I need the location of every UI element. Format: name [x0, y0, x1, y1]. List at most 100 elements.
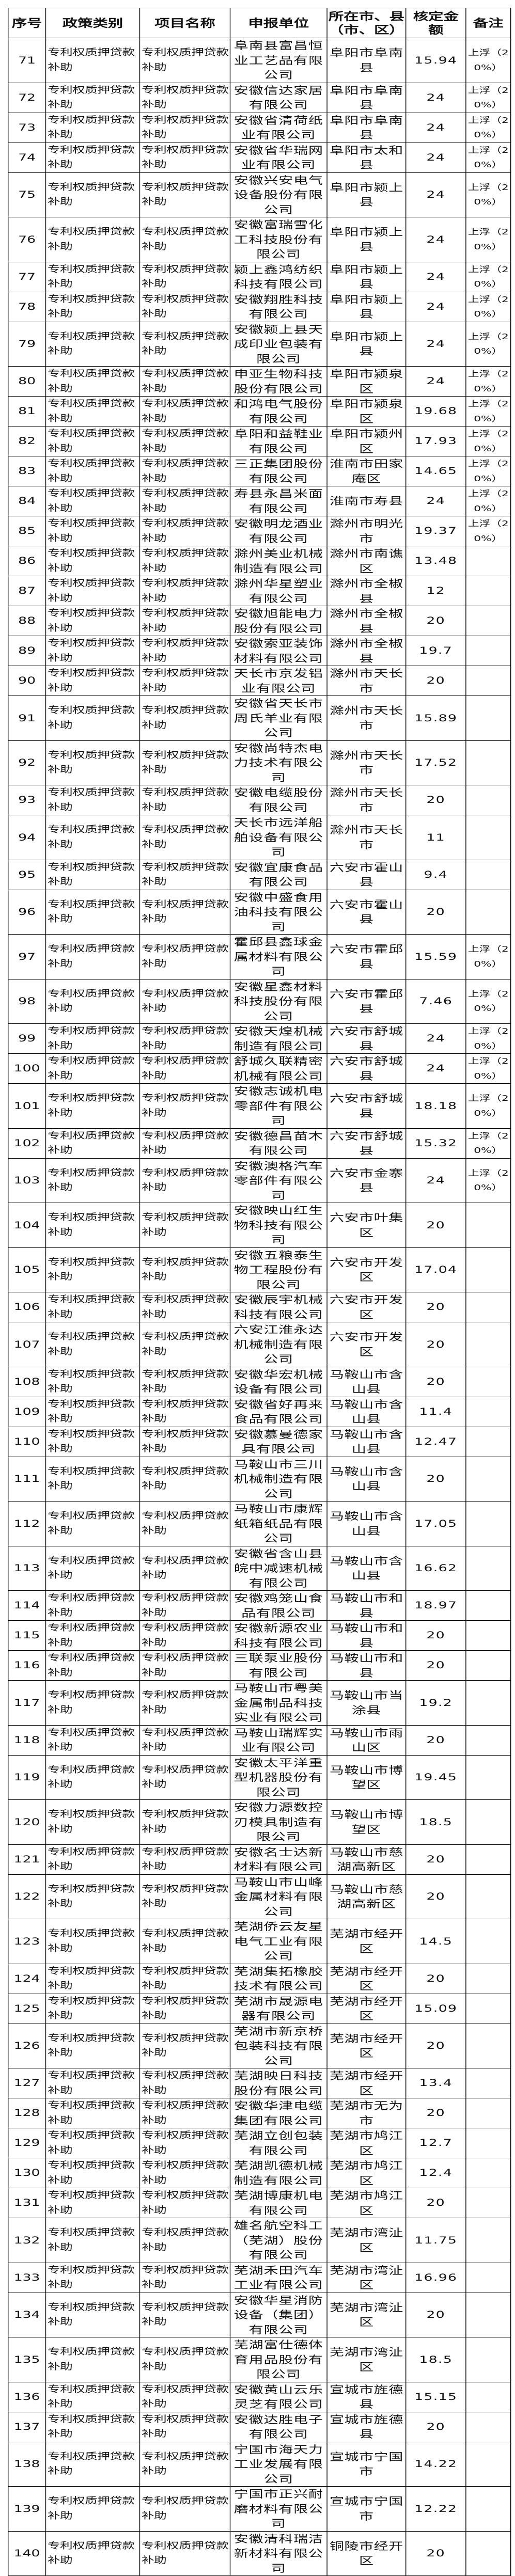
cell-note: [465, 2262, 511, 2293]
table-row: 85 专利权质押贷款补助 专利权质押贷款补助 安徽明龙酒业有限公司 滁州市明光市 19.3…: [7, 516, 511, 546]
cell-note: [465, 1680, 511, 1726]
cell-applicant: 安徽旭能电力股份有限公司: [229, 606, 327, 636]
cell-index: 116: [7, 1650, 46, 1681]
cell-approved-amount: 24: [405, 1023, 466, 1054]
cell-note: [465, 889, 511, 935]
cell-policy-category: 专利权质押贷款补助: [45, 934, 141, 979]
cell-policy-category: 专利权质押贷款补助: [45, 2023, 141, 2068]
cell-approved-amount: 17.52: [405, 740, 466, 785]
cell-applicant: 安徽信达家居有限公司: [229, 82, 327, 113]
table-row: 114 专利权质押贷款补助 专利权质押贷款补助 安徽鸡笼山食品有限公司 马鞍山市和县 18…: [7, 1590, 511, 1621]
cell-location: 滁州市天长市: [326, 815, 407, 860]
cell-approved-amount: 20: [405, 1963, 466, 1994]
cell-applicant: 芜湖富仕德体育用品股份有限公司: [229, 2337, 327, 2382]
cell-location: 淮南市寿县: [326, 486, 407, 516]
table-row: 110 专利权质押贷款补助 专利权质押贷款补助 安徽慕曼德家具有限公司 马鞍山市含山县 1…: [7, 1426, 511, 1457]
cell-policy-category: 专利权质押贷款补助: [45, 1590, 141, 1621]
cell-location: 马鞍山市博望区: [326, 1755, 407, 1800]
header-policy-category: 政策类别: [45, 8, 141, 38]
cell-policy-category: 专利权质押贷款补助: [45, 1128, 141, 1159]
cell-policy-category: 专利权质押贷款补助: [45, 696, 141, 741]
cell-policy-category: 专利权质押贷款补助: [45, 2158, 141, 2188]
cell-policy-category: 专利权质押贷款补助: [45, 740, 141, 785]
cell-approved-amount: 20: [405, 1725, 466, 1756]
cell-location: 马鞍山市雨山区: [326, 1725, 407, 1756]
cell-applicant: 马鞍山市三川机械制造有限公司: [229, 1456, 327, 1502]
cell-location: 宣城市旌德县: [326, 2381, 407, 2412]
cell-note: 上浮（20%）: [465, 261, 511, 292]
cell-note: [465, 2411, 511, 2442]
cell-applicant: 芜湖立创包装有限公司: [229, 2128, 327, 2158]
cell-index: 90: [7, 666, 46, 696]
cell-applicant: 安徽太平洋重型机器股份有限公司: [229, 1755, 327, 1800]
cell-project-name: 专利权质押贷款补助: [139, 396, 231, 426]
cell-approved-amount: 16.96: [405, 2262, 466, 2293]
table-row: 121 专利权质押贷款补助 专利权质押贷款补助 安徽名士达新材料有限公司 马鞍山市慈湖高…: [7, 1844, 511, 1875]
cell-applicant: 安徽星鑫材料科技股份有限公司: [229, 978, 327, 1024]
table-row: 132 专利权质押贷款补助 专利权质押贷款补助 雄名航空科工（芜湖）股份有限公司 芜湖市…: [7, 2218, 511, 2263]
cell-note: [465, 606, 511, 636]
cell-index: 118: [7, 1725, 46, 1756]
cell-applicant: 安徽映山红生物科技有限公司: [229, 1203, 327, 1248]
cell-index: 135: [7, 2337, 46, 2382]
cell-project-name: 专利权质押贷款补助: [139, 2218, 231, 2263]
cell-note: [465, 1203, 511, 1248]
cell-project-name: 专利权质押贷款补助: [139, 2158, 231, 2188]
cell-policy-category: 专利权质押贷款补助: [45, 1620, 141, 1651]
cell-index: 110: [7, 1426, 46, 1457]
cell-index: 86: [7, 546, 46, 576]
cell-policy-category: 专利权质押贷款补助: [45, 2486, 141, 2532]
cell-note: [465, 1755, 511, 1800]
cell-applicant: 芜湖集拓橡胶技术有限公司: [229, 1963, 327, 1994]
table-row: 80 专利权质押贷款补助 专利权质押贷款补助 申亚生物科技股份有限公司 阜阳市颍泉区 24…: [7, 366, 511, 397]
cell-approved-amount: 19.45: [405, 1755, 466, 1800]
table-row: 111 专利权质押贷款补助 专利权质押贷款补助 马鞍山市三川机械制造有限公司 马鞍山市含…: [7, 1456, 511, 1502]
table-row: 92 专利权质押贷款补助 专利权质押贷款补助 安徽尚特杰电力技术有限公司 滁州市天长市 1…: [7, 740, 511, 785]
table-row: 118 专利权质押贷款补助 专利权质押贷款补助 马鞍山瑞辉实业有限公司 马鞍山市雨山区 2…: [7, 1725, 511, 1756]
cell-applicant: 安徽天煌机械制造有限公司: [229, 1023, 327, 1054]
cell-project-name: 专利权质押贷款补助: [139, 2411, 231, 2442]
cell-policy-category: 专利权质押贷款补助: [45, 1322, 141, 1367]
cell-location: 马鞍山市慈湖高新区: [326, 1844, 407, 1875]
cell-index: 102: [7, 1128, 46, 1159]
cell-approved-amount: 15.59: [405, 934, 466, 979]
cell-note: [465, 1501, 511, 1546]
table-row: 71 专利权质押贷款补助 专利权质押贷款补助 阜南县富昌恒业工艺品有限公司 阜阳市阜南县…: [7, 38, 511, 83]
cell-note: [465, 1650, 511, 1681]
cell-applicant: 阜南县富昌恒业工艺品有限公司: [229, 38, 327, 83]
cell-project-name: 专利权质押贷款补助: [139, 1680, 231, 1726]
cell-location: 阜阳市颍上县: [326, 321, 407, 367]
cell-approved-amount: 15.09: [405, 1993, 466, 2024]
cell-location: 阜阳市颍泉区: [326, 366, 407, 397]
cell-note: [465, 1322, 511, 1367]
table-row: 139 专利权质押贷款补助 专利权质押贷款补助 宁国市正兴耐磨材料有限公司 宣城市宁国市…: [7, 2486, 511, 2532]
cell-project-name: 专利权质押贷款补助: [139, 785, 231, 815]
cell-approved-amount: 20: [405, 1650, 466, 1681]
cell-project-name: 专利权质押贷款补助: [139, 859, 231, 890]
table-row: 79 专利权质押贷款补助 专利权质押贷款补助 安徽颍上县天成印业包装有限公司 阜阳市颍上…: [7, 321, 511, 367]
cell-applicant: 安徽省清荷纸业有限公司: [229, 112, 327, 143]
cell-applicant: 安徽鸡笼山食品有限公司: [229, 1590, 327, 1621]
cell-index: 111: [7, 1456, 46, 1502]
table-row: 72 专利权质押贷款补助 专利权质押贷款补助 安徽信达家居有限公司 阜阳市阜南县 24 上浮…: [7, 82, 511, 113]
cell-note: [465, 1456, 511, 1502]
cell-applicant: 安徽兴安电气设备股份有限公司: [229, 172, 327, 217]
cell-location: 马鞍山市和县: [326, 1620, 407, 1651]
cell-location: 宣城市旌德县: [326, 2411, 407, 2442]
cell-note: [465, 2098, 511, 2128]
cell-approved-amount: 20: [405, 2188, 466, 2218]
cell-index: 119: [7, 1755, 46, 1800]
cell-project-name: 专利权质押贷款补助: [139, 1203, 231, 1248]
cell-approved-amount: 20: [405, 2023, 466, 2068]
cell-project-name: 专利权质押贷款补助: [139, 1545, 231, 1591]
cell-note: 上浮（20%）: [465, 396, 511, 426]
cell-index: 101: [7, 1083, 46, 1129]
table-header-row: 序号 政策类别 项目名称 申报单位 所在市、县（市、区） 核定金额 备注: [7, 8, 511, 38]
table-row: 112 专利权质押贷款补助 专利权质押贷款补助 马鞍山市康辉纸箱纸品有限公司 马鞍山市含…: [7, 1501, 511, 1546]
cell-approved-amount: 18.18: [405, 1083, 466, 1129]
cell-project-name: 专利权质押贷款补助: [139, 2486, 231, 2532]
cell-project-name: 专利权质押贷款补助: [139, 516, 231, 546]
cell-note: [465, 696, 511, 741]
table-row: 93 专利权质押贷款补助 专利权质押贷款补助 安徽电缆股份有限公司 滁州市天长市 20: [7, 785, 511, 815]
cell-approved-amount: 24: [405, 82, 466, 113]
